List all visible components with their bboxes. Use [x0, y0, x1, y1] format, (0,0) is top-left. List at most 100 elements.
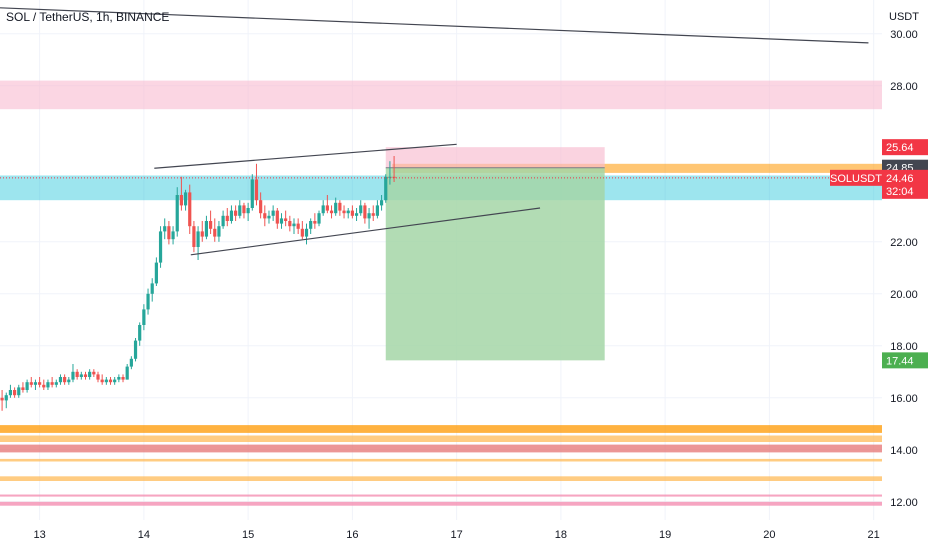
time-tick-label: 21: [868, 529, 880, 541]
candle-body: [142, 309, 146, 325]
candle-body: [17, 387, 21, 396]
candle-body: [92, 371, 96, 375]
price-tick-label: 14.00: [890, 445, 918, 457]
candle-body: [208, 221, 213, 229]
candle-body: [58, 377, 63, 383]
support-zone-13-6: [0, 458, 882, 462]
candle-body: [42, 384, 46, 388]
stop-loss-zone[interactable]: [385, 147, 605, 168]
candle-body: [171, 231, 175, 240]
candle-body: [75, 371, 79, 377]
candle-body: [213, 228, 217, 237]
orange-band-24-85: [392, 163, 882, 173]
time-axis[interactable]: 13 14 15 16 17 18 19 20 21: [0, 520, 932, 550]
candle-body: [46, 382, 50, 388]
symbol-badge-label: SOLUSDT: [830, 173, 882, 185]
candle-body: [259, 200, 263, 214]
candle-body: [133, 340, 138, 359]
price-tick-label: 22.00: [890, 237, 918, 249]
wedge-lower[interactable]: [190, 207, 541, 256]
candle-body: [117, 377, 121, 380]
candle-body: [284, 218, 288, 221]
candle-body: [250, 179, 254, 208]
candle-body: [304, 228, 309, 237]
price-axis-background: [882, 0, 932, 550]
candle-body: [271, 210, 275, 216]
candle-body: [63, 377, 67, 383]
candle-body: [21, 387, 25, 390]
candle-body: [321, 205, 325, 214]
time-tick-label: 13: [33, 529, 45, 541]
candle-body: [392, 176, 396, 178]
support-zone-14-8: [0, 425, 882, 433]
candle-body: [338, 202, 342, 211]
candle-body: [292, 223, 296, 227]
candle-body: [96, 374, 100, 380]
candle-body: [50, 382, 54, 385]
candle-body: [100, 379, 104, 383]
candle-body: [317, 213, 321, 224]
price-badge: [882, 352, 928, 369]
price-tick-label: 12.00: [890, 497, 918, 509]
candle-body: [229, 210, 234, 221]
candle-body: [12, 390, 17, 396]
candle-body: [33, 382, 38, 385]
candle-body: [4, 395, 8, 401]
price-tick-label: 18.00: [890, 341, 918, 353]
price-tick-label: 16.00: [890, 393, 918, 405]
price-axis[interactable]: 30.00 28.00 22.00 20.00 18.00 16.00 14.00 12.00: [882, 0, 932, 550]
candle-body: [254, 179, 259, 201]
candle-body: [83, 374, 88, 377]
symbol-badge: [830, 169, 882, 186]
candle-body: [25, 382, 29, 390]
price-badge-label: 24.46: [886, 173, 914, 185]
time-tick-label: 17: [451, 529, 463, 541]
candle-body: [196, 231, 200, 247]
price-tick-label: 20.00: [890, 289, 918, 301]
candle-body: [113, 379, 117, 383]
price-badge: [882, 169, 928, 186]
candle-body: [234, 210, 238, 216]
candle-body: [8, 390, 13, 396]
candle-body: [296, 223, 300, 229]
candle-body: [359, 205, 363, 214]
take-profit-zone[interactable]: [385, 167, 605, 361]
price-badge: [882, 182, 928, 199]
candle-body: [29, 382, 33, 385]
candlesticks: [0, 156, 396, 411]
support-zone-12-2: [0, 494, 882, 497]
resistance-zone-28: [0, 80, 882, 110]
candle-body: [54, 382, 58, 385]
short-position-tool[interactable]: [385, 147, 605, 361]
candle-body: [334, 202, 338, 214]
candle-body: [384, 176, 388, 201]
candle-body: [238, 205, 242, 216]
long-trendline[interactable]: [0, 7, 869, 44]
candle-body: [279, 218, 284, 224]
candle-body: [204, 221, 209, 237]
symbol-title: SOL / TetherUS, 1h, BINANCE: [6, 10, 169, 24]
candle-body: [163, 226, 167, 232]
candle-body: [138, 325, 142, 341]
candle-body: [288, 221, 292, 227]
candle-body: [367, 213, 371, 219]
candle-body: [121, 377, 125, 380]
support-zone-14-4: [0, 435, 882, 442]
support-zone-14-1: [0, 444, 882, 453]
trendlines[interactable]: [0, 7, 869, 256]
candle-body: [154, 262, 158, 284]
candle-body: [0, 397, 4, 401]
time-tick-label: 18: [555, 529, 567, 541]
candle-body: [350, 210, 354, 216]
candle-body: [379, 200, 384, 206]
wedge-upper[interactable]: [154, 143, 457, 169]
time-tick-label: 20: [763, 529, 775, 541]
candle-body: [371, 213, 375, 216]
time-tick-label: 15: [242, 529, 254, 541]
candle-body: [263, 213, 267, 219]
candle-body: [67, 379, 71, 383]
candle-body: [346, 210, 350, 214]
price-tick-label: 28.00: [890, 81, 918, 93]
